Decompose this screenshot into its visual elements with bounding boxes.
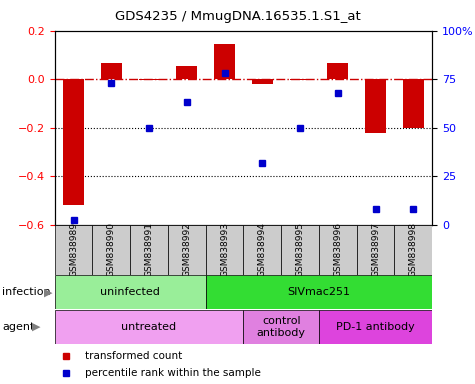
Bar [365,79,386,132]
Bar [319,310,432,344]
Text: untreated: untreated [122,322,177,332]
Bar [130,225,168,275]
Bar [243,310,319,344]
Text: GSM838991: GSM838991 [144,222,153,278]
Text: GSM838998: GSM838998 [409,222,418,278]
Bar [55,310,243,344]
Bar [290,79,311,80]
Bar [403,79,424,128]
Bar [206,275,432,309]
Text: GSM838990: GSM838990 [107,222,116,278]
Bar [357,225,394,275]
Text: GSM838994: GSM838994 [258,223,267,277]
Text: GSM838995: GSM838995 [295,222,304,278]
Text: transformed count: transformed count [85,351,182,361]
Bar [176,66,197,79]
Bar [319,225,357,275]
Text: GDS4235 / MmugDNA.16535.1.S1_at: GDS4235 / MmugDNA.16535.1.S1_at [114,10,361,23]
Text: SIVmac251: SIVmac251 [287,287,351,297]
Text: infection: infection [2,287,51,297]
Bar [55,225,92,275]
Bar [206,225,243,275]
Bar [327,63,348,79]
Bar [214,44,235,79]
Text: ▶: ▶ [32,322,40,332]
Text: ▶: ▶ [44,287,53,297]
Text: GSM838996: GSM838996 [333,222,342,278]
Bar [168,225,206,275]
Text: control
antibody: control antibody [256,316,306,338]
Bar [243,225,281,275]
Bar [101,63,122,79]
Bar [92,225,130,275]
Bar [252,79,273,84]
Text: GSM838992: GSM838992 [182,223,191,277]
Text: PD-1 antibody: PD-1 antibody [336,322,415,332]
Text: GSM838989: GSM838989 [69,222,78,278]
Bar [63,79,84,205]
Text: percentile rank within the sample: percentile rank within the sample [85,368,261,378]
Bar [55,275,206,309]
Text: GSM838997: GSM838997 [371,222,380,278]
Bar [281,225,319,275]
Bar [395,225,432,275]
Text: GSM838993: GSM838993 [220,222,229,278]
Text: uninfected: uninfected [100,287,160,297]
Bar [139,79,160,80]
Text: agent: agent [2,322,35,332]
